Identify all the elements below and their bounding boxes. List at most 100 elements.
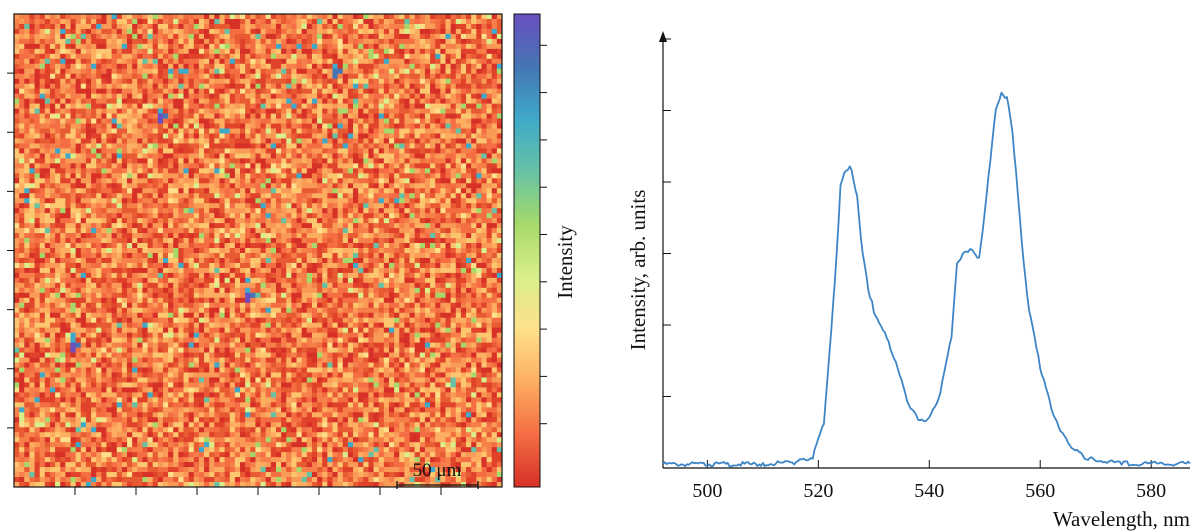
heatmap-cell bbox=[311, 33, 318, 40]
heatmap-cell bbox=[353, 183, 359, 189]
heatmap-cell bbox=[250, 33, 256, 40]
heatmap-cell bbox=[198, 128, 205, 134]
heatmap-cell bbox=[19, 173, 25, 179]
heatmap-cell bbox=[44, 28, 51, 35]
heatmap-cell bbox=[409, 153, 416, 159]
heatmap-cell bbox=[85, 168, 92, 174]
heatmap-cell bbox=[342, 18, 349, 25]
heatmap-cell bbox=[188, 198, 195, 204]
heatmap-cell bbox=[311, 28, 318, 35]
heatmap-cell bbox=[373, 78, 380, 85]
heatmap-cell bbox=[152, 252, 159, 259]
heatmap-cell bbox=[275, 248, 282, 254]
heatmap-cell bbox=[368, 23, 374, 30]
heatmap-cell bbox=[70, 128, 76, 134]
heatmap-cell bbox=[275, 83, 282, 90]
heatmap-cell bbox=[378, 63, 385, 70]
heatmap-cell bbox=[224, 198, 231, 204]
heatmap-cell bbox=[183, 183, 190, 189]
heatmap-cell bbox=[476, 108, 482, 114]
heatmap-cell bbox=[322, 23, 328, 30]
heatmap-cell bbox=[240, 233, 246, 239]
heatmap-cell bbox=[80, 153, 87, 159]
heatmap-cell bbox=[137, 118, 143, 124]
heatmap-cell bbox=[455, 14, 462, 20]
heatmap-cell bbox=[70, 262, 76, 269]
heatmap-cell bbox=[198, 83, 205, 90]
heatmap-cell bbox=[342, 138, 349, 144]
heatmap-cell bbox=[311, 63, 318, 70]
heatmap-cell bbox=[142, 23, 148, 30]
heatmap-cell bbox=[96, 23, 102, 30]
heatmap-cell bbox=[476, 148, 482, 154]
heatmap-cell bbox=[394, 228, 400, 234]
heatmap-cell bbox=[404, 228, 410, 234]
heatmap-cell bbox=[383, 73, 390, 80]
heatmap-cell bbox=[204, 233, 210, 239]
heatmap-cell bbox=[496, 53, 503, 60]
heatmap-cell bbox=[44, 248, 51, 254]
heatmap-cell bbox=[440, 173, 446, 179]
heatmap-cell bbox=[414, 243, 421, 249]
heatmap-cell bbox=[460, 153, 467, 159]
heatmap-cell bbox=[373, 198, 380, 204]
heatmap-cell bbox=[106, 198, 112, 204]
heatmap-cell bbox=[111, 163, 118, 169]
heatmap-cell bbox=[435, 103, 441, 109]
heatmap-cell bbox=[476, 93, 482, 99]
heatmap-cell bbox=[229, 198, 236, 204]
heatmap-cell bbox=[234, 252, 241, 259]
heatmap-cell bbox=[121, 88, 128, 95]
heatmap-cell bbox=[471, 148, 477, 154]
heatmap-cell bbox=[486, 203, 493, 209]
heatmap-cell bbox=[455, 108, 462, 114]
heatmap-cell bbox=[224, 188, 231, 194]
heatmap-cell bbox=[460, 88, 467, 95]
heatmap-cell bbox=[96, 48, 102, 55]
heatmap-cell bbox=[65, 18, 71, 25]
heatmap-cell bbox=[342, 98, 349, 104]
heatmap-cell bbox=[296, 28, 303, 35]
heatmap-cell bbox=[173, 108, 179, 114]
heatmap-cell bbox=[281, 43, 287, 50]
heatmap-cell bbox=[358, 148, 364, 154]
heatmap-cell bbox=[142, 188, 148, 194]
heatmap-cell bbox=[445, 138, 451, 144]
heatmap-cell bbox=[414, 23, 421, 30]
heatmap-cell bbox=[481, 252, 487, 259]
heatmap-cell bbox=[301, 78, 308, 85]
heatmap-cell bbox=[14, 23, 20, 30]
heatmap-cell bbox=[460, 83, 467, 90]
heatmap-cell bbox=[255, 73, 261, 80]
heatmap-cell bbox=[394, 133, 400, 139]
heatmap-cell bbox=[296, 63, 303, 70]
heatmap-cell bbox=[317, 233, 323, 239]
heatmap-cell bbox=[460, 103, 467, 109]
heatmap-cell bbox=[65, 88, 71, 95]
heatmap-cell bbox=[363, 68, 369, 75]
heatmap-cell bbox=[265, 262, 272, 269]
heatmap-cell bbox=[317, 248, 323, 254]
heatmap-cell bbox=[137, 68, 143, 75]
heatmap-cell bbox=[193, 143, 200, 149]
heatmap-cell bbox=[260, 158, 267, 164]
heatmap-cell bbox=[445, 103, 451, 109]
heatmap-cell bbox=[111, 198, 118, 204]
heatmap-cell bbox=[229, 153, 236, 159]
heatmap-cell bbox=[353, 262, 359, 269]
heatmap-cell bbox=[291, 28, 297, 35]
heatmap-cell bbox=[481, 133, 487, 139]
heatmap-cell bbox=[373, 213, 380, 219]
heatmap-cell bbox=[424, 153, 431, 159]
heatmap-cell bbox=[317, 223, 323, 229]
heatmap-cell bbox=[214, 28, 220, 35]
heatmap-cell bbox=[476, 183, 482, 189]
heatmap-cell bbox=[178, 158, 184, 164]
heatmap-cell bbox=[430, 148, 436, 154]
heatmap-cell bbox=[245, 43, 251, 50]
heatmap-cell bbox=[476, 138, 482, 144]
heatmap-cell bbox=[394, 198, 400, 204]
heatmap-cell bbox=[296, 73, 303, 80]
heatmap-cell bbox=[193, 238, 200, 244]
heatmap-cell bbox=[466, 23, 472, 30]
